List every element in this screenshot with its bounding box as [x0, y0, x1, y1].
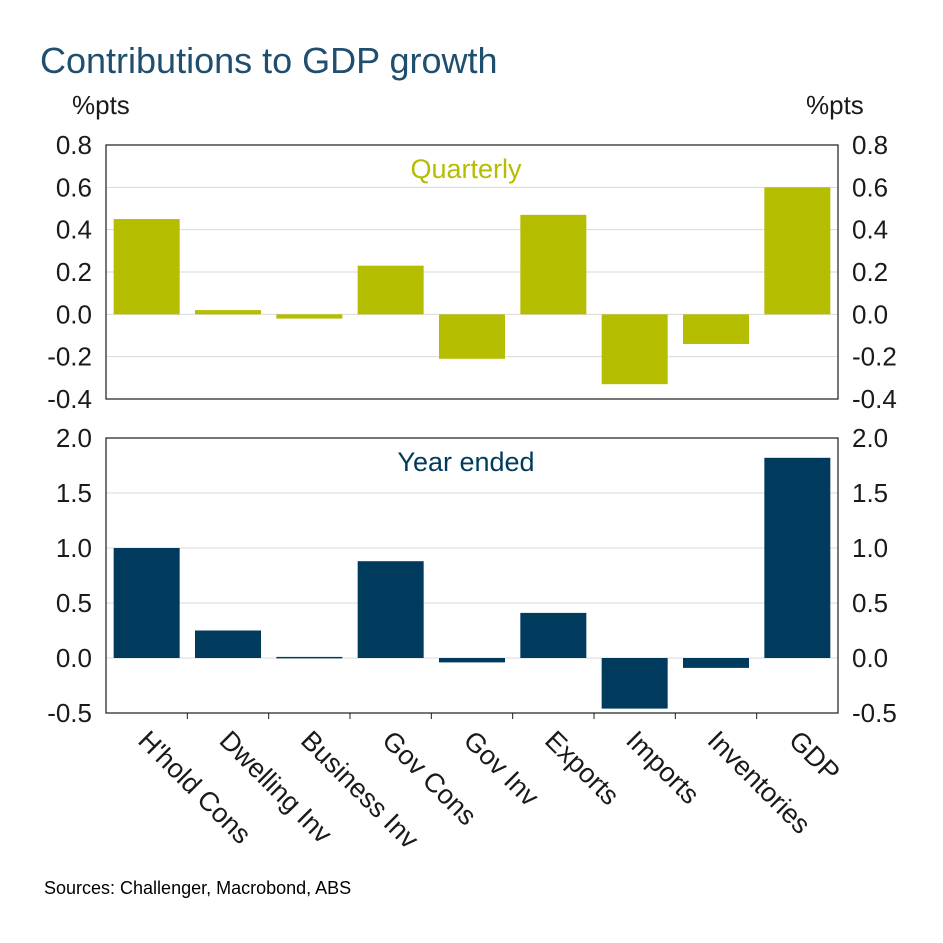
year-ended-ytick-left: 0.0 — [56, 643, 92, 673]
year-ended-plot-frame — [105, 437, 839, 714]
year-ended-bar-9 — [764, 457, 831, 658]
quarterly-bar-9 — [764, 187, 831, 315]
quarterly-bar-5 — [439, 314, 505, 359]
year-ended-ytick-left: 2.0 — [56, 423, 92, 453]
quarterly-ytick-left: -0.2 — [47, 342, 92, 372]
year-ended-bar-5 — [439, 658, 505, 663]
quarterly-bar-6 — [520, 214, 587, 315]
year-ended-panel-title: Year ended — [397, 447, 534, 477]
quarterly-ytick-left: 0.2 — [56, 257, 92, 287]
x-category-label: Exports — [539, 725, 625, 811]
quarterly-bar-3 — [276, 314, 343, 319]
year-ended-bar-2 — [195, 630, 261, 658]
year-ended-ytick-left: 1.0 — [56, 533, 92, 563]
source-note: Sources: Challenger, Macrobond, ABS — [44, 878, 352, 898]
quarterly-ytick-right: 0.2 — [852, 257, 888, 287]
quarterly-panel-title: Quarterly — [410, 154, 522, 184]
y-axis-unit-left: %pts — [72, 90, 130, 120]
year-ended-ytick-right: 0.0 — [852, 643, 888, 673]
quarterly-bar-8 — [683, 314, 749, 344]
year-ended-ytick-right: 2.0 — [852, 423, 888, 453]
year-ended-ytick-left: 0.5 — [56, 588, 92, 618]
quarterly-ytick-left: 0.4 — [56, 215, 92, 245]
quarterly-bar-7 — [601, 314, 668, 385]
chart-title: Contributions to GDP growth — [40, 40, 498, 81]
year-ended-bar-8 — [683, 658, 749, 668]
quarterly-ytick-right: 0.0 — [852, 299, 888, 329]
year-ended-ytick-right: 1.0 — [852, 533, 888, 563]
y-axis-unit-right: %pts — [806, 90, 864, 120]
quarterly-ytick-right: -0.4 — [852, 384, 897, 414]
year-ended-ytick-right: -0.5 — [852, 698, 897, 728]
quarterly-ytick-right: 0.6 — [852, 172, 888, 202]
year-ended-ytick-left: -0.5 — [47, 698, 92, 728]
quarterly-ytick-left: 0.0 — [56, 299, 92, 329]
year-ended-bar-7 — [601, 658, 668, 709]
quarterly-ytick-left: 0.8 — [56, 130, 92, 160]
quarterly-bar-4 — [357, 265, 424, 315]
year-ended-ytick-right: 1.5 — [852, 478, 888, 508]
quarterly-bar-1 — [113, 219, 180, 315]
quarterly-ytick-left: -0.4 — [47, 384, 92, 414]
quarterly-ytick-right: -0.2 — [852, 342, 897, 372]
quarterly-plot-frame — [105, 144, 839, 400]
quarterly-ytick-right: 0.8 — [852, 130, 888, 160]
quarterly-bar-2 — [195, 310, 261, 315]
year-ended-ytick-right: 0.5 — [852, 588, 888, 618]
quarterly-ytick-right: 0.4 — [852, 215, 888, 245]
x-category-label: GDP — [783, 725, 846, 788]
year-ended-bar-6 — [520, 612, 587, 658]
year-ended-bar-4 — [357, 561, 424, 658]
year-ended-bar-3 — [276, 656, 343, 659]
year-ended-bar-1 — [113, 548, 180, 658]
x-category-label: Imports — [620, 725, 705, 810]
year-ended-ytick-left: 1.5 — [56, 478, 92, 508]
quarterly-ytick-left: 0.6 — [56, 172, 92, 202]
